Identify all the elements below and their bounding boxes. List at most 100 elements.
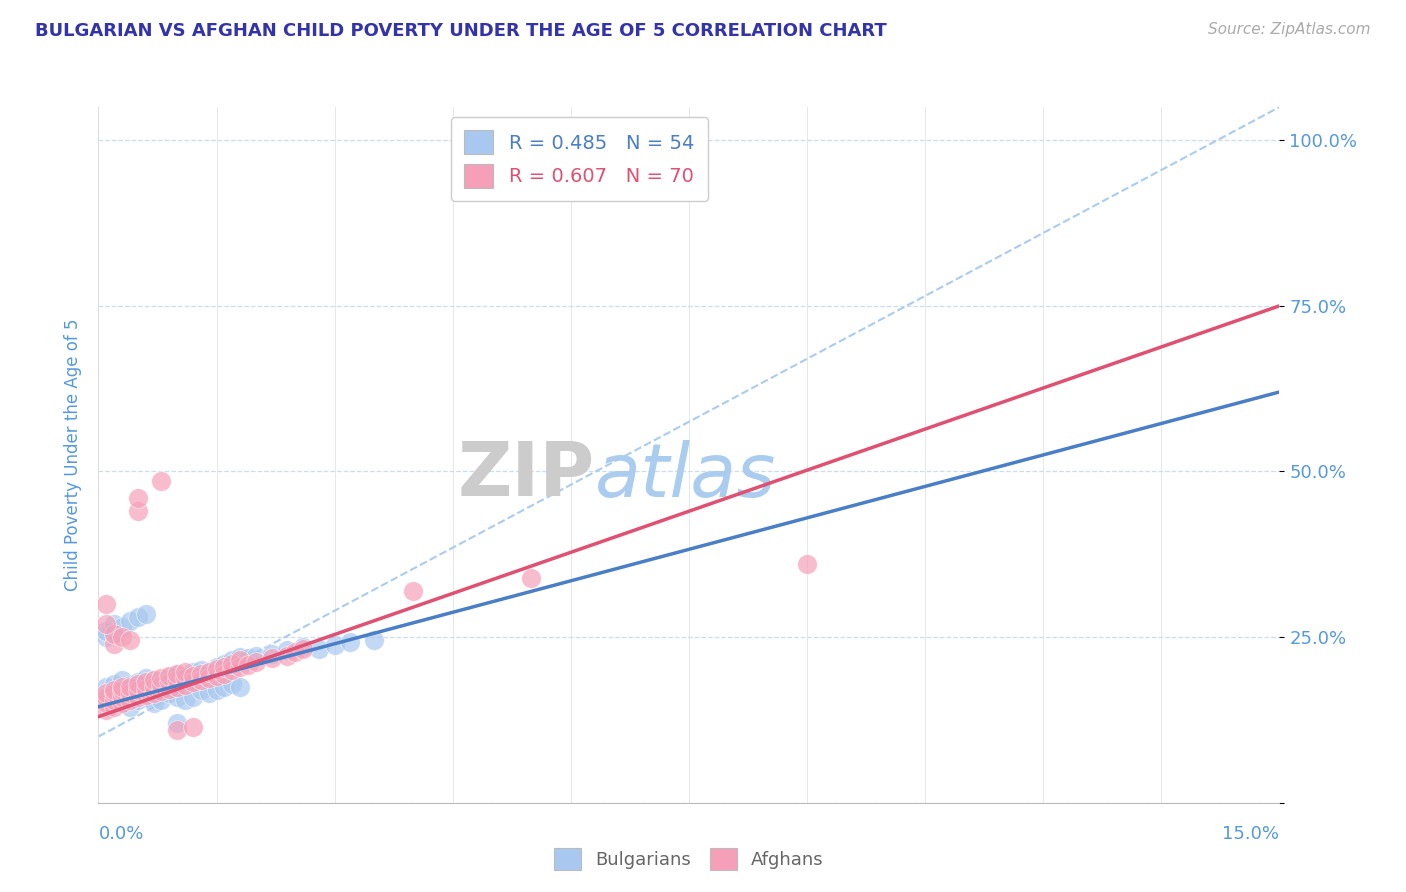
Point	[103, 637, 125, 651]
Point	[245, 656, 267, 670]
Point	[111, 697, 134, 711]
Point	[181, 675, 204, 690]
Point	[402, 583, 425, 598]
Point	[245, 648, 267, 663]
Point	[157, 668, 180, 682]
Point	[323, 638, 346, 652]
Point	[96, 693, 118, 707]
Point	[118, 614, 141, 628]
Point	[214, 666, 236, 681]
Point	[229, 660, 252, 674]
Point	[127, 693, 149, 707]
Text: 15.0%: 15.0%	[1222, 825, 1279, 843]
Point	[118, 686, 141, 700]
Point	[111, 690, 134, 704]
Point	[111, 630, 134, 644]
Point	[96, 703, 118, 717]
Point	[135, 681, 157, 696]
Text: BULGARIAN VS AFGHAN CHILD POVERTY UNDER THE AGE OF 5 CORRELATION CHART: BULGARIAN VS AFGHAN CHILD POVERTY UNDER …	[35, 22, 887, 40]
Point	[96, 680, 118, 694]
Point	[174, 671, 197, 685]
Point	[166, 666, 188, 681]
Point	[181, 665, 204, 680]
Point	[96, 597, 118, 611]
Point	[127, 610, 149, 624]
Point	[96, 616, 118, 631]
Point	[205, 683, 228, 698]
Point	[166, 680, 188, 694]
Point	[127, 491, 149, 505]
Point	[214, 660, 236, 674]
Point	[127, 683, 149, 698]
Point	[520, 570, 543, 584]
Point	[221, 676, 243, 690]
Point	[197, 686, 219, 700]
Point	[339, 635, 361, 649]
Point	[308, 642, 330, 657]
Point	[166, 690, 188, 704]
Point	[96, 690, 118, 704]
Point	[103, 627, 125, 641]
Point	[166, 716, 188, 731]
Point	[157, 686, 180, 700]
Legend: Bulgarians, Afghans: Bulgarians, Afghans	[547, 841, 831, 877]
Point	[142, 673, 165, 688]
Point	[229, 650, 252, 665]
Point	[103, 699, 125, 714]
Point	[205, 668, 228, 682]
Point	[214, 680, 236, 694]
Point	[103, 693, 125, 707]
Point	[190, 683, 212, 698]
Point	[214, 657, 236, 671]
Point	[127, 676, 149, 690]
Point	[150, 678, 173, 692]
Point	[260, 651, 283, 665]
Point	[174, 693, 197, 707]
Point	[103, 683, 125, 698]
Point	[111, 680, 134, 694]
Point	[96, 624, 118, 638]
Point	[190, 666, 212, 681]
Point	[260, 647, 283, 661]
Point	[111, 683, 134, 698]
Point	[166, 723, 188, 737]
Point	[229, 653, 252, 667]
Point	[181, 720, 204, 734]
Point	[96, 686, 118, 700]
Point	[292, 642, 315, 657]
Point	[205, 662, 228, 676]
Point	[135, 675, 157, 690]
Point	[166, 673, 188, 688]
Point	[236, 657, 259, 672]
Point	[197, 665, 219, 679]
Point	[236, 651, 259, 665]
Point	[292, 640, 315, 654]
Point	[127, 690, 149, 704]
Point	[174, 678, 197, 692]
Point	[221, 657, 243, 671]
Point	[181, 668, 204, 682]
Point	[150, 675, 173, 690]
Point	[157, 675, 180, 690]
Point	[142, 697, 165, 711]
Point	[197, 671, 219, 685]
Point	[103, 676, 125, 690]
Point	[135, 671, 157, 685]
Point	[103, 690, 125, 704]
Point	[118, 699, 141, 714]
Point	[111, 673, 134, 688]
Point	[229, 680, 252, 694]
Point	[221, 663, 243, 677]
Point	[103, 616, 125, 631]
Point	[150, 693, 173, 707]
Point	[127, 504, 149, 518]
Point	[157, 681, 180, 696]
Point	[142, 673, 165, 688]
Point	[118, 693, 141, 707]
Point	[174, 665, 197, 679]
Point	[276, 643, 298, 657]
Point	[181, 690, 204, 704]
Point	[150, 475, 173, 489]
Point	[190, 673, 212, 688]
Text: 0.0%: 0.0%	[98, 825, 143, 843]
